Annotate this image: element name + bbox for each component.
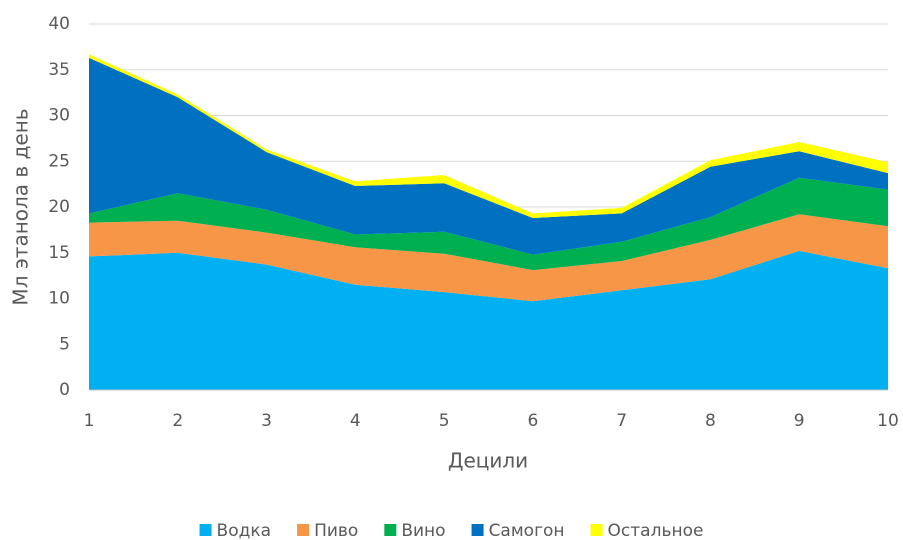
y-tick-label: 35 — [48, 60, 70, 80]
x-tick-label: 10 — [877, 411, 899, 431]
area — [89, 214, 888, 302]
y-tick-label: 30 — [48, 106, 70, 126]
y-tick-label: 25 — [48, 151, 70, 171]
x-tick-label: 2 — [172, 411, 183, 431]
y-tick-label: 5 — [59, 334, 70, 354]
x-tick-label: 1 — [84, 411, 95, 431]
x-tick-label: 7 — [616, 411, 627, 431]
legend-swatch — [590, 524, 603, 536]
area — [89, 57, 888, 255]
legend-label: Вино — [401, 521, 445, 540]
x-tick-label: 6 — [527, 411, 538, 431]
legend-label: Пиво — [314, 521, 358, 540]
area — [89, 54, 888, 219]
x-tick-label: 3 — [261, 411, 272, 431]
x-tick-label: 9 — [794, 411, 805, 431]
y-axis-title: Мл этанола в день — [9, 108, 33, 305]
y-tick-label: 0 — [59, 380, 70, 400]
legend-label: Остальное — [608, 521, 704, 540]
y-tick-label: 10 — [48, 289, 70, 309]
x-tick-label: 4 — [350, 411, 361, 431]
legend-swatch — [199, 524, 212, 536]
legend-label: Самогон — [489, 521, 565, 540]
legend-swatch — [297, 524, 310, 536]
area — [89, 250, 888, 390]
legend-swatch — [384, 524, 397, 536]
area — [89, 177, 888, 271]
y-tick-label: 20 — [48, 197, 70, 217]
y-tick-label: 40 — [48, 14, 70, 34]
x-tick-label: 5 — [439, 411, 450, 431]
legend-label: Водка — [217, 521, 272, 540]
legend: Водка Пиво Вино Самогон Остальное — [199, 521, 704, 540]
y-tick-label: 15 — [48, 243, 70, 263]
legend-swatch — [471, 524, 484, 536]
x-axis-title: Децили — [448, 449, 528, 473]
x-tick-label: 8 — [705, 411, 716, 431]
